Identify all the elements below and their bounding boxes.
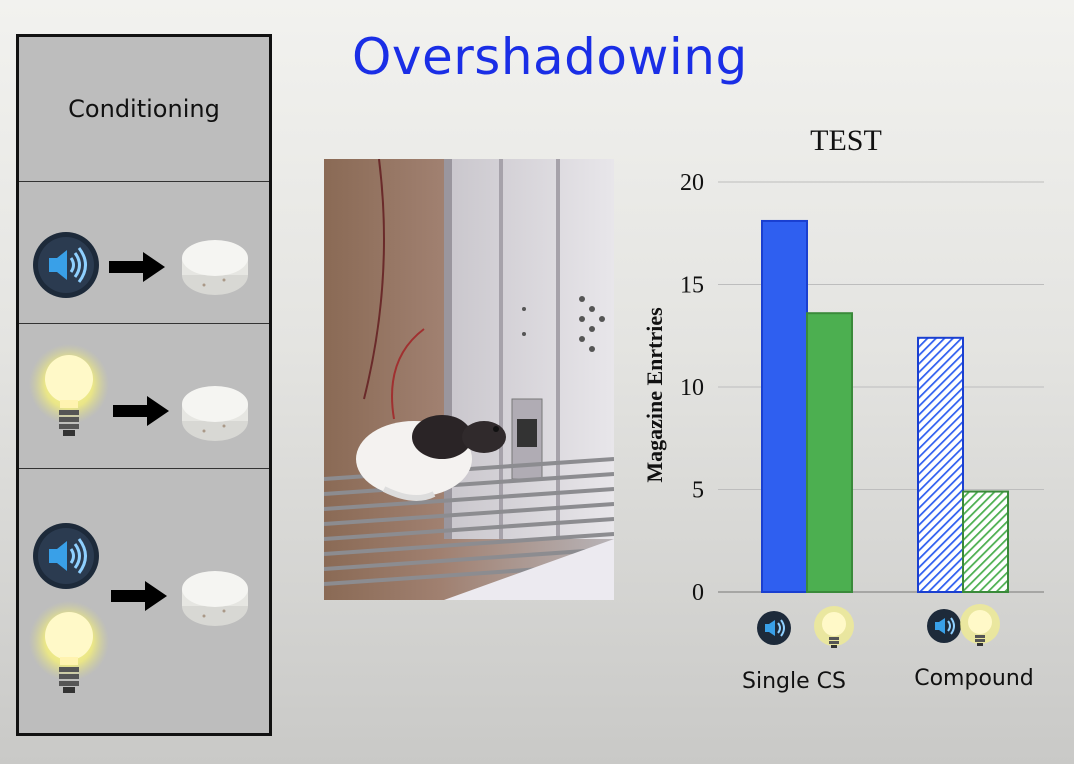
test-bar-chart: TEST Magazine Enrtries 0 5 10 15 20 Single C… — [642, 124, 1044, 694]
conditioning-panel: Conditioning — [16, 34, 272, 736]
y-axis-label: Magazine Enrtries — [642, 307, 667, 483]
light-bulb-icon — [29, 601, 109, 693]
bar-tone-single-cs — [761, 219, 808, 593]
category-label-compound: Compound — [914, 666, 1034, 691]
y-tick-label: 10 — [680, 375, 704, 401]
slide-title: Overshadowing — [352, 28, 748, 86]
arrow-icon — [113, 396, 169, 426]
y-tick-label: 0 — [692, 580, 704, 606]
speaker-icon — [757, 611, 791, 645]
food-pellet-icon — [182, 240, 248, 295]
light-bulb-icon — [960, 604, 1000, 646]
category-label-single-cs: Single CS — [742, 669, 846, 694]
bar-light-compound — [962, 490, 1009, 593]
speaker-icon — [33, 523, 99, 589]
conditioning-row-light — [19, 323, 269, 468]
arrow-icon — [111, 581, 167, 611]
panel-heading: Conditioning — [68, 95, 220, 123]
bar-light-single-cs — [806, 312, 853, 593]
conditioning-row-compound — [19, 468, 269, 733]
chart-title: TEST — [810, 124, 882, 157]
conditioning-row-tone — [19, 181, 269, 323]
y-tick-label: 15 — [680, 273, 704, 299]
speaker-icon — [927, 609, 961, 643]
bar-tone-compound — [917, 336, 964, 593]
food-pellet-icon — [182, 386, 248, 441]
food-pellet-icon — [182, 571, 248, 626]
arrow-icon — [109, 252, 165, 282]
light-bulb-icon — [814, 606, 854, 648]
speaker-icon — [33, 232, 99, 298]
light-bulb-icon — [29, 344, 109, 436]
rat-chamber-photo — [324, 159, 614, 600]
y-tick-label: 20 — [680, 170, 704, 196]
y-tick-label: 5 — [692, 478, 704, 504]
